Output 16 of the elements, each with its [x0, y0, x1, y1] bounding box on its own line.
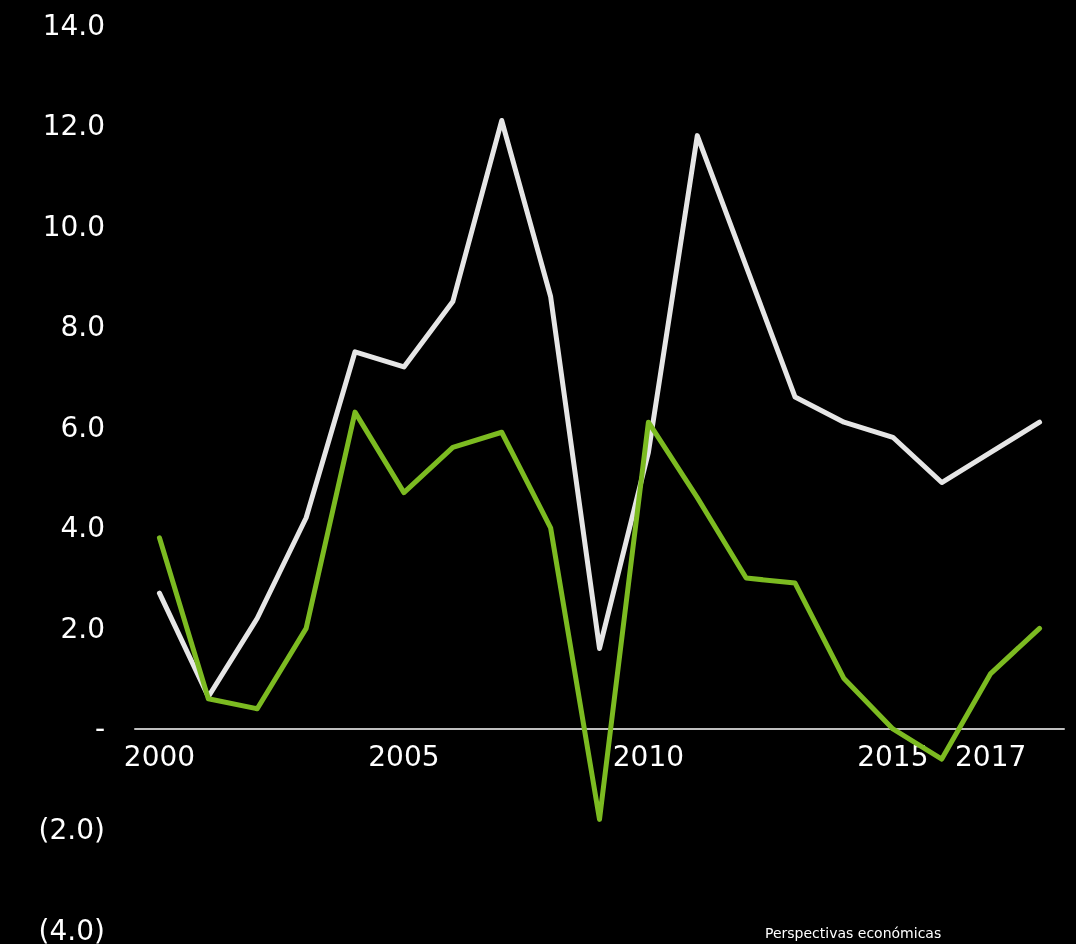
- y-tick-label: -: [94, 712, 105, 746]
- y-tick-label: (2.0): [38, 812, 105, 846]
- y-tick-label: 6.0: [60, 410, 105, 444]
- x-tick-label: 2000: [123, 740, 196, 774]
- annotation: Perspectivas económicas: [765, 925, 942, 941]
- y-tick-label: 8.0: [60, 310, 105, 344]
- x-tick-label: 2017: [955, 740, 1027, 774]
- y-tick-label: 4.0: [60, 511, 105, 545]
- x-tick-label: 2010: [612, 740, 685, 774]
- y-tick-label: (4.0): [38, 913, 105, 944]
- y-tick-label: 12.0: [42, 109, 105, 143]
- y-tick-label: 10.0: [42, 209, 105, 243]
- y-tick-label: 14.0: [42, 8, 105, 42]
- x-tick-label: 2005: [368, 740, 440, 774]
- y-tick-label: 2.0: [60, 611, 105, 645]
- x-tick-label: 2015: [857, 740, 929, 774]
